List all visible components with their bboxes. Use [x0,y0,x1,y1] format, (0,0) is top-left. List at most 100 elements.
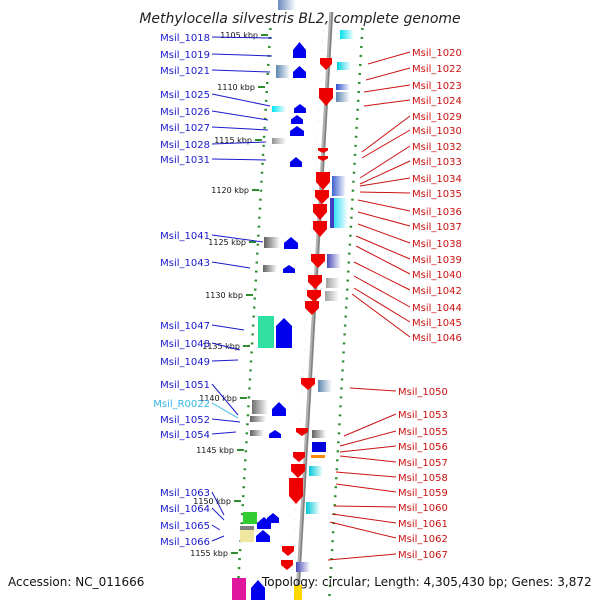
gene-block [336,84,350,90]
leader-line [211,53,273,57]
right-gene-label: Msil_1022 [412,64,462,75]
kbp-tick-label: 1145 kbp [196,446,234,455]
leader-line [211,141,267,145]
leader-line [353,287,411,323]
reverse-gene [320,58,332,70]
reverse-gene [315,190,329,204]
forward-gene [283,265,295,273]
leader-line [211,342,241,351]
right-gene-label: Msil_1036 [412,207,462,218]
leader-line [211,418,241,423]
inner-dots [289,29,324,600]
leader-line [357,211,411,227]
leader-line [211,36,273,39]
right-gene-label: Msil_1046 [412,333,462,344]
leader-line [327,553,397,561]
left-gene-label: Msil_1025 [160,90,210,101]
kbp-tick-label: 1135 kbp [202,342,240,351]
reverse-gene [291,464,305,478]
left-gene-label: Msil_R0022 [153,399,210,410]
forward-gene [290,157,302,167]
right-gene-label: Msil_1044 [412,303,462,314]
right-gene-label: Msil_1050 [398,387,448,398]
leader-line [211,402,239,419]
leader-line [355,235,411,260]
left-gene-label: Msil_1048 [160,339,210,350]
kbp-tick-label: 1150 kbp [193,497,231,506]
gene-block [294,585,302,600]
left-gene-label: Msil_1052 [160,415,210,426]
left-gene-label: Msil_1043 [160,258,210,269]
leader-line [361,129,411,159]
gene-block [240,530,254,542]
left-gene-label: Msil_1018 [160,33,210,44]
left-gene-label: Msil_1031 [160,155,210,166]
right-gene-label: Msil_1056 [398,442,448,453]
right-gene-label: Msil_1033 [412,157,462,168]
kbp-tick-layer: 1105 kbp 1110 kbp 1115 kbp 1120 kbp 1125 kbp… [190,31,268,558]
gene-block [327,254,341,268]
gene-block [309,466,323,476]
leader-line [211,261,251,269]
forward-gene [251,580,265,600]
right-gene-label: Msil_1029 [412,112,462,123]
leader-line [339,445,397,453]
leader-line [339,430,397,447]
leader-line [211,93,271,107]
gene-block [318,380,332,392]
reverse-gene [319,88,333,106]
leader-line [351,293,411,338]
left-gene-label: Msil_1026 [160,107,210,118]
left-gene-label: Msil_1063 [160,488,210,499]
left-gene-label: Msil_1028 [160,140,210,151]
leader-line [211,535,225,542]
right-gene-label: Msil_1040 [412,270,462,281]
gene-block [337,62,351,70]
right-gene-label: Msil_1030 [412,126,462,137]
leader-line [211,234,264,243]
kbp-tick-label: 1155 kbp [190,549,228,558]
forward-gene [272,402,286,416]
leader-line [363,99,411,107]
summary-text: Topology: circular; Length: 4,305,430 bp… [261,575,592,589]
kbp-tick-label: 1110 kbp [217,83,255,92]
gene-block [326,278,340,288]
leader-line [353,261,411,291]
gene-block [278,0,296,10]
forward-gene [293,42,306,58]
forward-gene [256,530,270,542]
map-title: Methylocella silvestris BL2, complete ge… [139,11,460,27]
leader-line [211,524,221,531]
leader-line [329,521,397,539]
leader-line [211,69,271,73]
leader-line [211,383,239,416]
gene-block [330,198,348,228]
leader-line [211,507,225,521]
right-gene-label: Msil_1058 [398,473,448,484]
leader-line [367,51,411,65]
right-gene-label: Msil_1037 [412,222,462,233]
forward-gene [294,104,306,113]
reverse-gene [289,478,303,504]
gene-block [232,578,246,600]
left-gene-label: Msil_1065 [160,521,210,532]
reverse-gene [282,546,294,556]
leader-line [363,84,411,93]
left-gene-label: Msil_1066 [160,537,210,548]
gene-block [276,65,290,78]
gene-block [332,176,346,196]
kbp-tick-label: 1115 kbp [214,136,252,145]
left-gene-label: Msil_1051 [160,380,210,391]
left-gene-label: Msil_1054 [160,430,210,441]
right-gene-label: Msil_1060 [398,503,448,514]
leader-line [331,513,397,524]
leader-line [211,491,225,516]
leader-line [361,115,411,153]
reverse-gene [301,378,315,390]
gene-block [306,502,320,514]
reverse-gene [307,290,321,302]
gene-block [312,442,326,452]
reverse-gene [316,172,330,190]
